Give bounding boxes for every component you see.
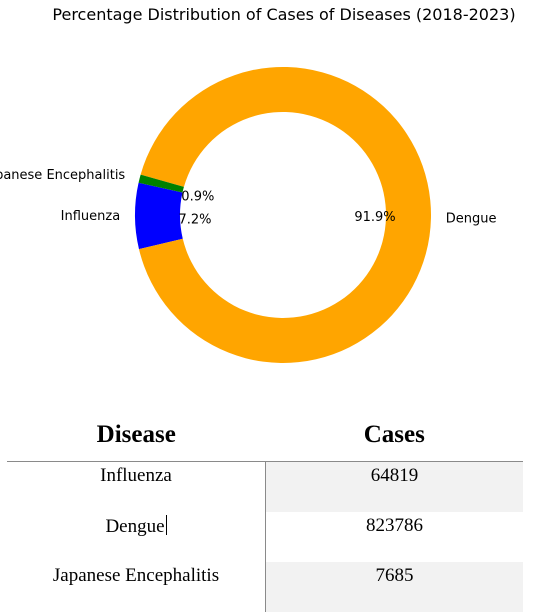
slice-label: Influenza	[61, 209, 121, 224]
cell-cases: 7685	[265, 562, 523, 612]
percent-label: 91.9%	[354, 210, 395, 225]
donut-labels: Influenza 7.2% Dengue 91.9% Japanese Encepha…	[0, 168, 497, 228]
slice-influenza	[134, 182, 183, 250]
table-header-row: Disease Cases	[7, 408, 523, 462]
cell-disease: Dengue	[7, 512, 266, 562]
cell-cases: 64819	[265, 461, 523, 512]
cell-disease: Japanese Encephalitis	[7, 562, 266, 612]
percent-label: 7.2%	[178, 213, 211, 228]
cases-table-container: Disease Cases Influenza 64819 Dengue 823…	[7, 408, 523, 612]
percent-label: 0.9%	[181, 189, 214, 204]
slice-label: Japanese Encephalitis	[0, 168, 125, 183]
slice-label: Dengue	[446, 212, 497, 227]
table-row: Japanese Encephalitis 7685	[7, 562, 523, 612]
cell-disease: Influenza	[7, 461, 266, 512]
header-disease: Disease	[7, 408, 266, 462]
cell-cases: 823786	[366, 515, 423, 536]
donut-chart: Influenza 7.2% Dengue 91.9% Japanese Encepha…	[0, 67, 497, 364]
slice-dengue	[138, 67, 431, 364]
table-row: Dengue 823786	[7, 512, 523, 562]
header-cases: Cases	[265, 408, 523, 462]
cell-disease-text: Dengue	[105, 516, 165, 537]
table-row: Influenza 64819	[7, 461, 523, 512]
chart-title: Percentage Distribution of Cases of Dise…	[52, 5, 516, 24]
slice-japanese-encephalitis	[138, 174, 184, 193]
cases-table: Disease Cases Influenza 64819 Dengue 823…	[7, 408, 523, 612]
donut-slices	[134, 67, 431, 364]
text-cursor	[165, 515, 167, 535]
